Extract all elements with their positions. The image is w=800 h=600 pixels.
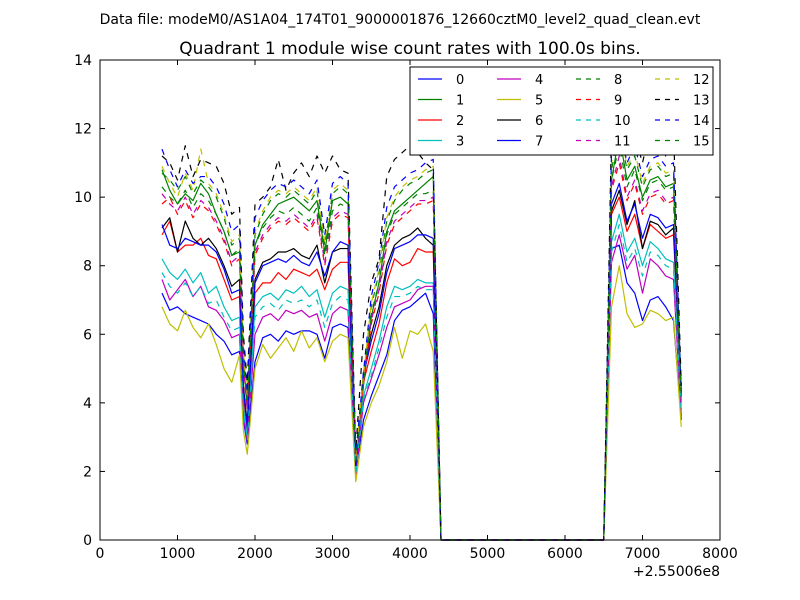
y-tick-label: 0 — [83, 533, 92, 549]
legend-label-12: 12 — [693, 73, 710, 88]
legend-label-1: 1 — [456, 94, 464, 109]
legend-label-14: 14 — [693, 114, 710, 129]
figure-suptitle: Data file: modeM0/AS1A04_174T01_90000018… — [100, 12, 701, 28]
series-line-0 — [161, 244, 682, 541]
series-line-10 — [161, 223, 682, 541]
y-tick-label: 12 — [74, 122, 92, 138]
legend-label-3: 3 — [456, 135, 464, 150]
y-tick-label: 8 — [83, 259, 92, 275]
series-line-11 — [161, 155, 682, 541]
legend-label-2: 2 — [456, 114, 464, 129]
series-line-6 — [161, 189, 682, 541]
y-tick-label: 2 — [83, 464, 92, 480]
x-tick-label: 0 — [96, 546, 105, 562]
x-tick-label: 4000 — [392, 546, 428, 562]
x-tick-label: 3000 — [315, 546, 351, 562]
series-line-4 — [161, 234, 682, 541]
y-tick-label: 4 — [83, 396, 92, 412]
legend-label-8: 8 — [614, 73, 622, 88]
legend-label-11: 11 — [614, 135, 631, 150]
legend-label-15: 15 — [693, 135, 710, 150]
series-line-5 — [161, 265, 682, 541]
legend-label-5: 5 — [535, 94, 543, 109]
legend-label-6: 6 — [535, 114, 543, 129]
axis-ticks: 0 1000 2000 3000 4000 5000 6000 7000 80000246810… — [74, 53, 738, 562]
series-line-15 — [161, 145, 682, 541]
legend-box — [409, 66, 714, 156]
legend-label-9: 9 — [614, 94, 622, 109]
series-line-3 — [161, 213, 682, 541]
x-tick-label: 1000 — [160, 546, 196, 562]
x-tick-label: 7000 — [625, 546, 661, 562]
legend-label-7: 7 — [535, 135, 543, 150]
legend-label-4: 4 — [535, 73, 543, 88]
x-tick-label: 2000 — [237, 546, 273, 562]
legend-label-0: 0 — [456, 73, 464, 88]
x-axis-offset-label: +2.55006e8 — [633, 564, 720, 580]
series-line-2 — [161, 196, 682, 541]
y-tick-label: 10 — [74, 190, 92, 206]
chart-title: Quadrant 1 module wise count rates with … — [179, 39, 640, 59]
x-tick-label: 8000 — [702, 546, 738, 562]
series-line-9 — [161, 162, 682, 541]
y-tick-label: 6 — [83, 327, 92, 343]
x-tick-label: 5000 — [470, 546, 506, 562]
x-tick-label: 6000 — [547, 546, 583, 562]
legend-label-10: 10 — [614, 114, 631, 129]
y-tick-label: 14 — [74, 53, 92, 69]
legend-label-13: 13 — [693, 94, 710, 109]
series-line-7 — [161, 182, 682, 541]
